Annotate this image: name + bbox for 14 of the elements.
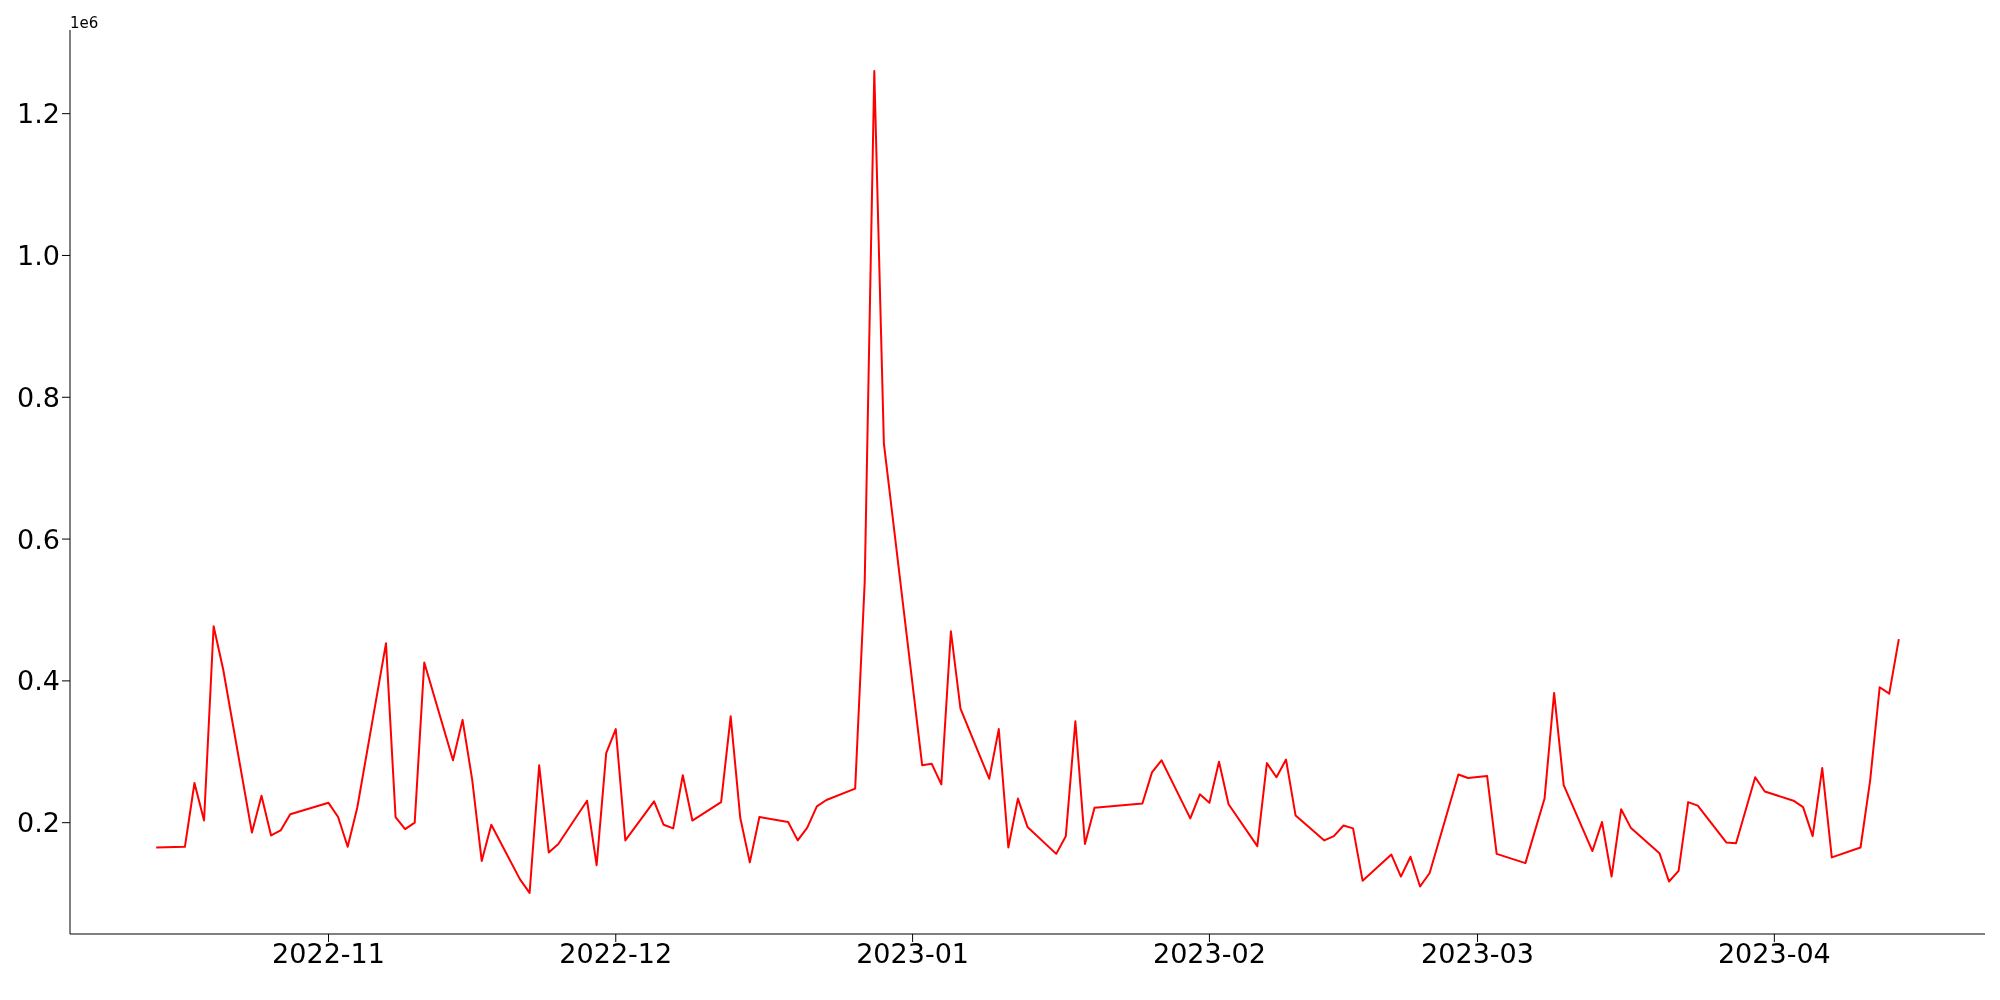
annotation: 1e6 [70, 14, 99, 32]
y-tick-label: 1.2 [17, 98, 60, 130]
x-tick-label: 2023-02 [1153, 938, 1266, 970]
x-tick-label: 2023-01 [856, 938, 970, 970]
x-tick-label: 2022-11 [272, 938, 385, 970]
y-tick-label: 0.6 [17, 523, 60, 555]
y-tick-label: 0.8 [17, 381, 60, 413]
y-tick-label: 0.4 [17, 665, 60, 697]
x-tick-label: 2023-03 [1421, 938, 1534, 970]
line-series [155, 70, 1900, 894]
y-tick-label: 1.0 [17, 240, 60, 272]
y-tick-label: 0.2 [17, 807, 60, 839]
x-tick-label: 2022-12 [559, 938, 673, 970]
x-tick-label: 2023-04 [1717, 938, 1831, 970]
